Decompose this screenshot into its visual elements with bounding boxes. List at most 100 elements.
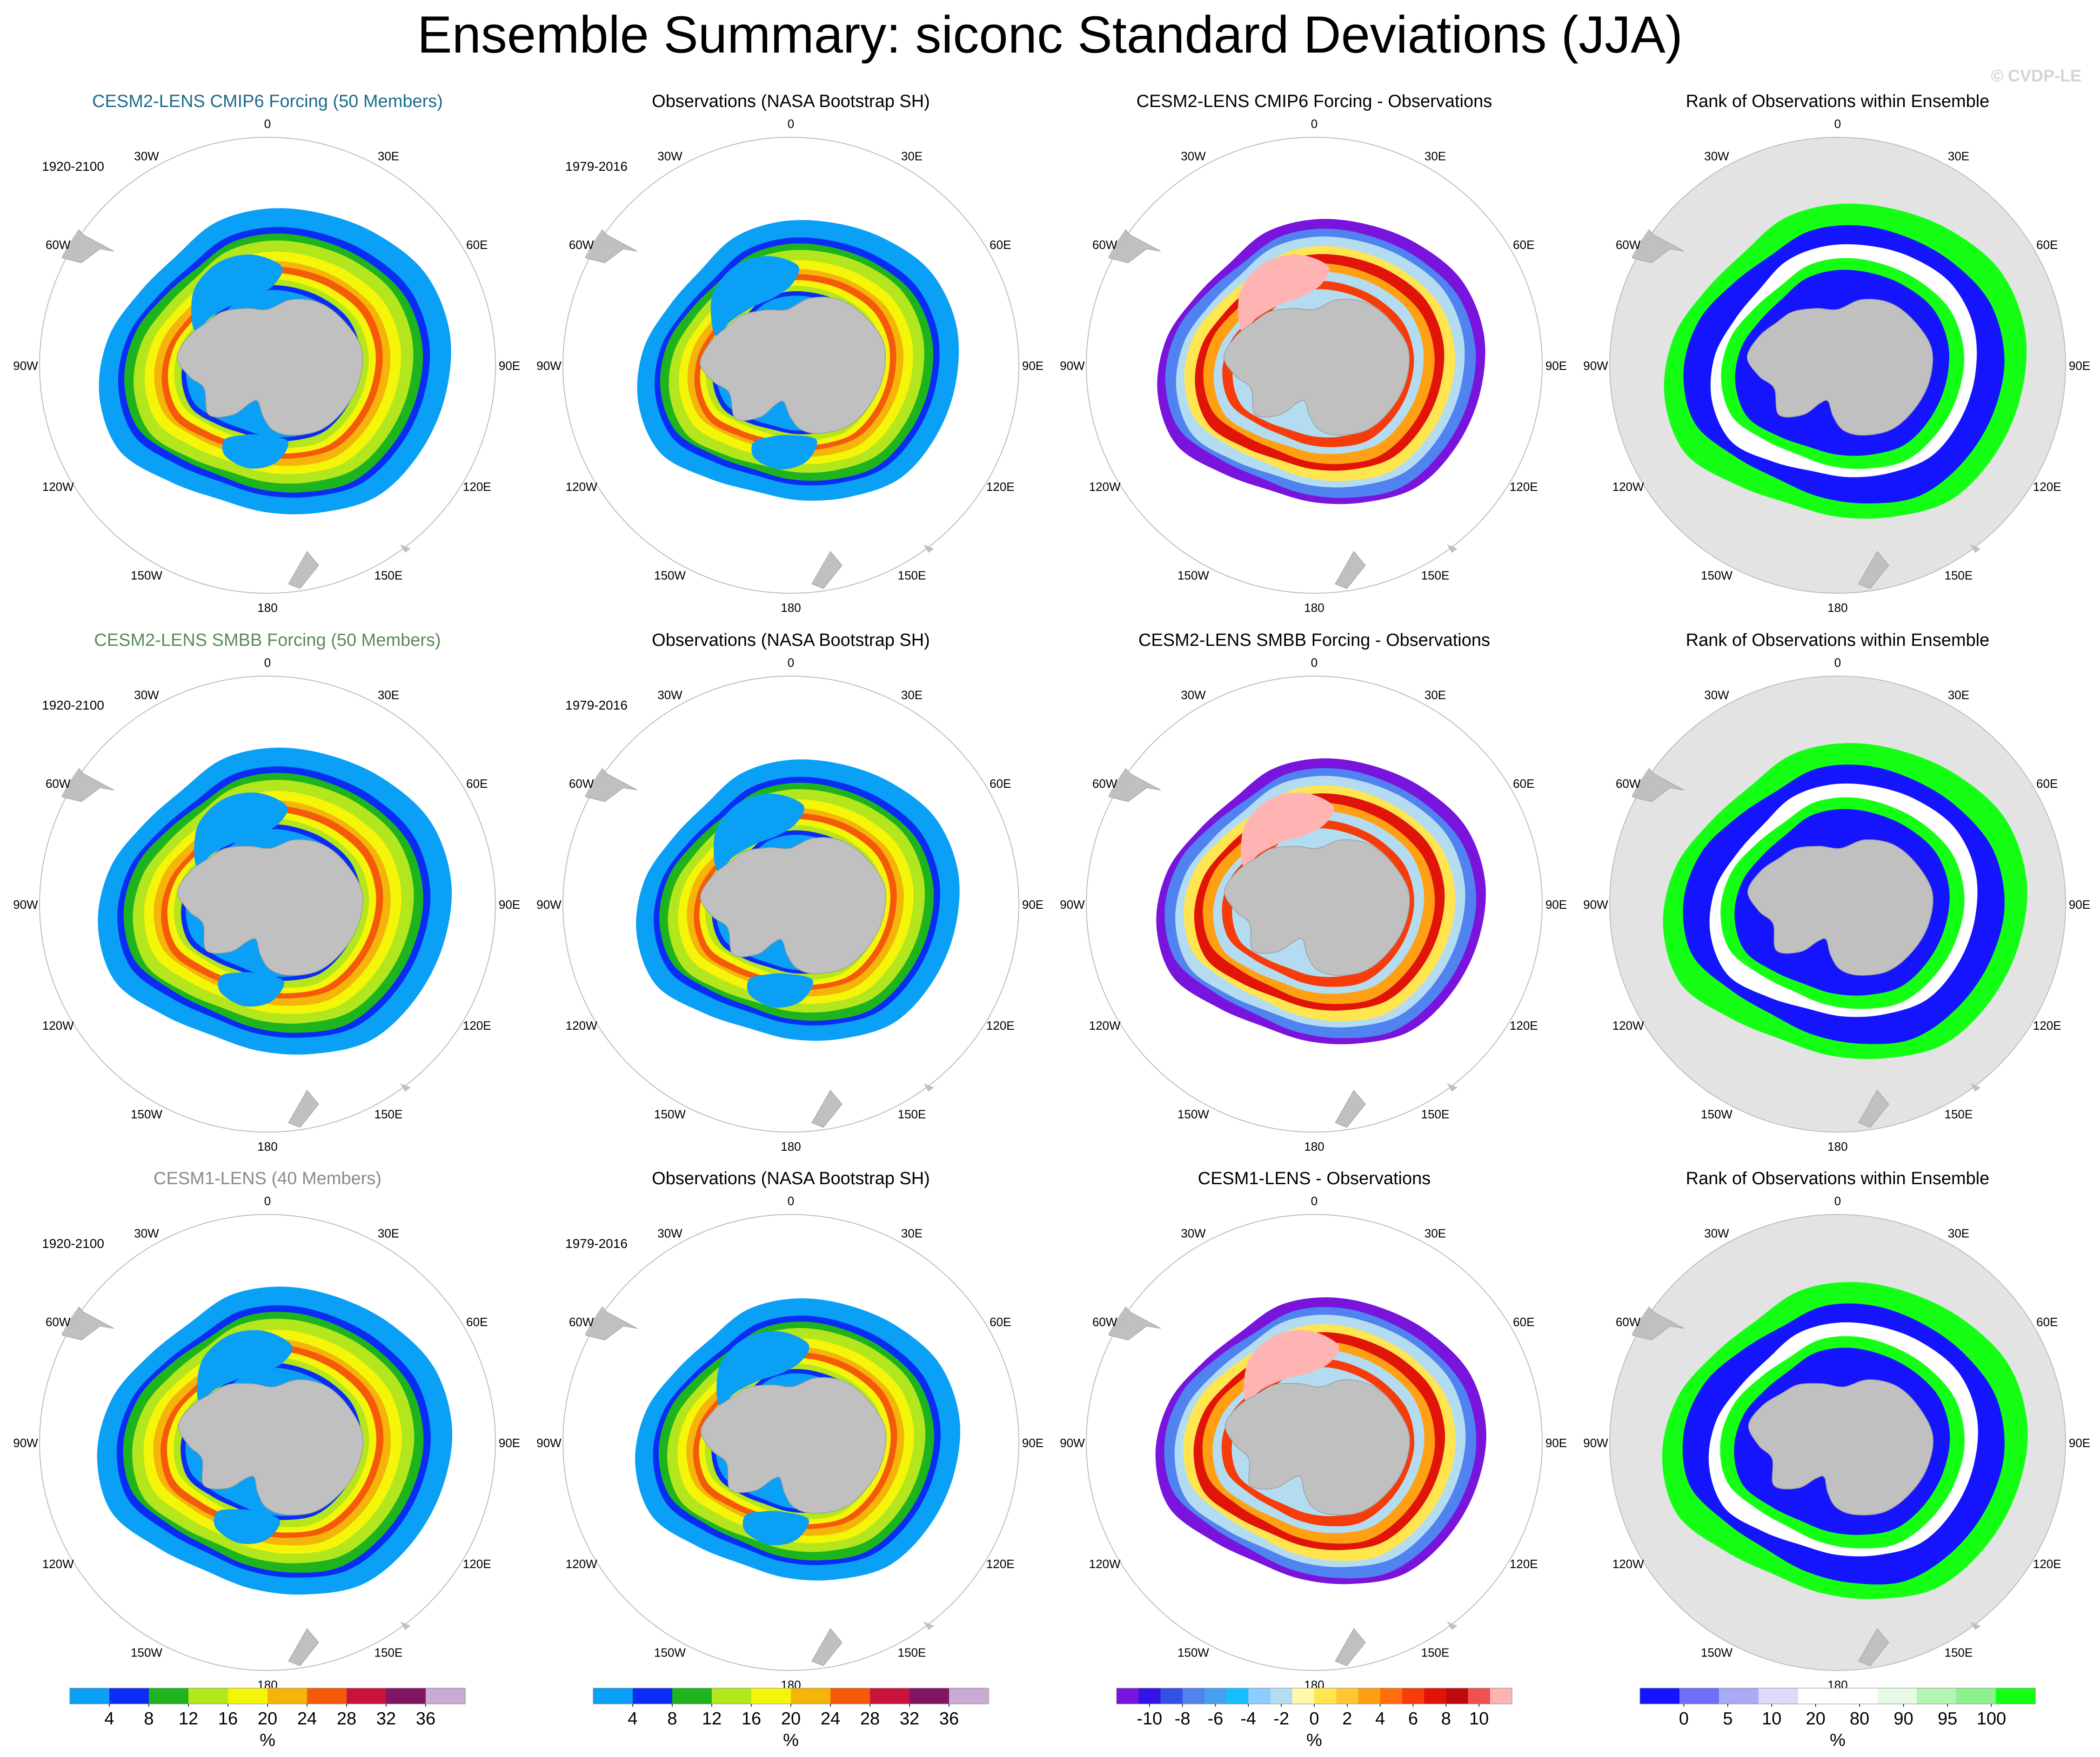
colorbar-swatch — [1446, 1688, 1469, 1704]
lon-label: 90W — [1060, 898, 1085, 912]
lon-label: 150W — [654, 1645, 686, 1659]
lon-label: 90E — [499, 1436, 520, 1450]
lon-label: 30W — [134, 688, 159, 702]
lon-label: 150E — [1421, 1645, 1450, 1659]
panel-title: CESM2-LENS CMIP6 Forcing - Observations — [1137, 92, 1492, 111]
lon-label: 150W — [1701, 1645, 1732, 1659]
colorbar-tick-label: 4 — [1375, 1709, 1385, 1729]
map-panel-r1-c2: Observations (NASA Bootstrap SH) 1979-201… — [536, 92, 1043, 615]
lon-label: 150W — [131, 1645, 162, 1659]
lon-label: 120W — [42, 1557, 74, 1571]
panel-period: 1979-2016 — [565, 698, 628, 712]
lon-label: 0 — [264, 656, 271, 670]
colorbar-swatch — [1270, 1688, 1293, 1704]
lon-label: 150E — [375, 568, 403, 582]
lon-label: 0 — [1311, 1194, 1318, 1208]
lon-label: 150W — [1701, 1107, 1732, 1121]
colorbar-tick-label: 16 — [742, 1709, 761, 1729]
lon-label: 60E — [2036, 238, 2058, 252]
lon-label: 120E — [2033, 480, 2061, 494]
lon-label: 90W — [13, 1436, 38, 1450]
lon-label: 60E — [466, 1315, 488, 1329]
colorbar-swatch — [1226, 1688, 1249, 1704]
lon-label: 150E — [898, 568, 926, 582]
colorbar-swatch — [1837, 1688, 1878, 1704]
colorbar-tick-label: 8 — [667, 1709, 677, 1729]
lon-label: 30W — [1181, 149, 1206, 163]
colorbar-swatch — [1759, 1688, 1799, 1704]
colorbar-tick-label: 5 — [1723, 1709, 1732, 1729]
lon-label: 90E — [1545, 1436, 1567, 1450]
map-panel-r1-c1: CESM2-LENS CMIP6 Forcing (50 Members) 192… — [13, 92, 520, 615]
lon-label: 150W — [654, 568, 686, 582]
colorbar-swatch — [307, 1688, 347, 1704]
colorbar-swatch — [1798, 1688, 1839, 1704]
lon-label: 150E — [375, 1645, 403, 1659]
panel-title: Rank of Observations within Ensemble — [1686, 630, 1990, 650]
colorbar-tick-label: 10 — [1762, 1709, 1781, 1729]
lon-label: 120W — [42, 480, 74, 494]
colorbar-tick-label: 100 — [1977, 1709, 2006, 1729]
colorbar-swatch — [830, 1688, 870, 1704]
panel-period: 1979-2016 — [565, 1236, 628, 1251]
colorbar-std-obs: 4 8 12 16 20 24 28 32 36% — [593, 1688, 989, 1750]
map-panel-r2-c1: CESM2-LENS SMBB Forcing (50 Members) 1920… — [13, 630, 520, 1153]
lon-label: 90E — [1022, 1436, 1043, 1450]
lon-label: 30W — [657, 149, 682, 163]
colorbar-diff: -10 -8 -6 -4 -2 0 2 4 6 8 10% — [1116, 1688, 1512, 1750]
lon-label: 120E — [2033, 1019, 2061, 1033]
map-panel-r1-c3: CESM2-LENS CMIP6 Forcing - Observations 0… — [1060, 92, 1567, 615]
lon-label: 120E — [1510, 1557, 1538, 1571]
map-panel-r2-c4: Rank of Observations within Ensemble 0 30E… — [1583, 630, 2090, 1153]
lon-label: 60E — [990, 1315, 1011, 1329]
lon-label: 120E — [986, 480, 1015, 494]
colorbar-tick-label: 4 — [628, 1709, 637, 1729]
colorbar-swatch — [1996, 1688, 2036, 1704]
lon-label: 60E — [466, 238, 488, 252]
map-panel-r3-c3: CESM1-LENS - Observations 0 30E 60E 90E 120E 1… — [1060, 1169, 1567, 1692]
colorbar-tick-label: 6 — [1408, 1709, 1418, 1729]
colorbar-swatch — [1336, 1688, 1358, 1704]
lon-label: 90E — [2069, 359, 2090, 373]
colorbar-tick-label: -4 — [1240, 1709, 1256, 1729]
lon-label: 0 — [264, 117, 271, 131]
lon-label: 30E — [1425, 1227, 1446, 1241]
lon-label: 120E — [986, 1019, 1015, 1033]
lon-label: 90W — [1583, 359, 1608, 373]
lon-label: 0 — [1834, 117, 1841, 131]
panel-title: Rank of Observations within Ensemble — [1686, 1169, 1990, 1188]
lon-label: 120E — [986, 1557, 1015, 1571]
lon-label: 90W — [536, 1436, 562, 1450]
lon-label: 150W — [1177, 1107, 1209, 1121]
panel-title: CESM1-LENS - Observations — [1198, 1169, 1431, 1188]
lon-label: 30W — [134, 149, 159, 163]
colorbar-swatch — [1679, 1688, 1719, 1704]
lon-label: 0 — [788, 656, 794, 670]
lon-label: 60W — [569, 777, 594, 791]
colorbar-swatch — [791, 1688, 831, 1704]
colorbar-tick-label: -2 — [1273, 1709, 1289, 1729]
lon-label: 150E — [1421, 568, 1450, 582]
lon-label: 60W — [569, 1315, 594, 1329]
lon-label: 150E — [1945, 1645, 1973, 1659]
lon-label: 60W — [1092, 777, 1117, 791]
colorbar-swatch — [1314, 1688, 1337, 1704]
panel-period: 1920-2100 — [42, 1236, 104, 1251]
colorbar-tick-label: 32 — [376, 1709, 396, 1729]
lon-label: 0 — [788, 1194, 794, 1208]
lon-label: 30W — [1704, 688, 1729, 702]
lon-label: 90W — [1583, 1436, 1608, 1450]
lon-label: 60E — [990, 777, 1011, 791]
colorbar-tick-label: 28 — [337, 1709, 356, 1729]
colorbar-swatch — [426, 1688, 466, 1704]
colorbar-swatch — [1917, 1688, 1957, 1704]
colorbar-swatch — [228, 1688, 268, 1704]
map-panel-r3-c1: CESM1-LENS (40 Members) 1920-2100 0 30E 60E 9… — [13, 1169, 520, 1692]
colorbar-swatch — [1380, 1688, 1403, 1704]
lon-label: 150W — [131, 568, 162, 582]
lon-label: 0 — [1834, 656, 1841, 670]
lon-label: 120E — [463, 1557, 491, 1571]
lon-label: 0 — [1311, 656, 1318, 670]
lon-label: 90E — [1022, 898, 1043, 912]
